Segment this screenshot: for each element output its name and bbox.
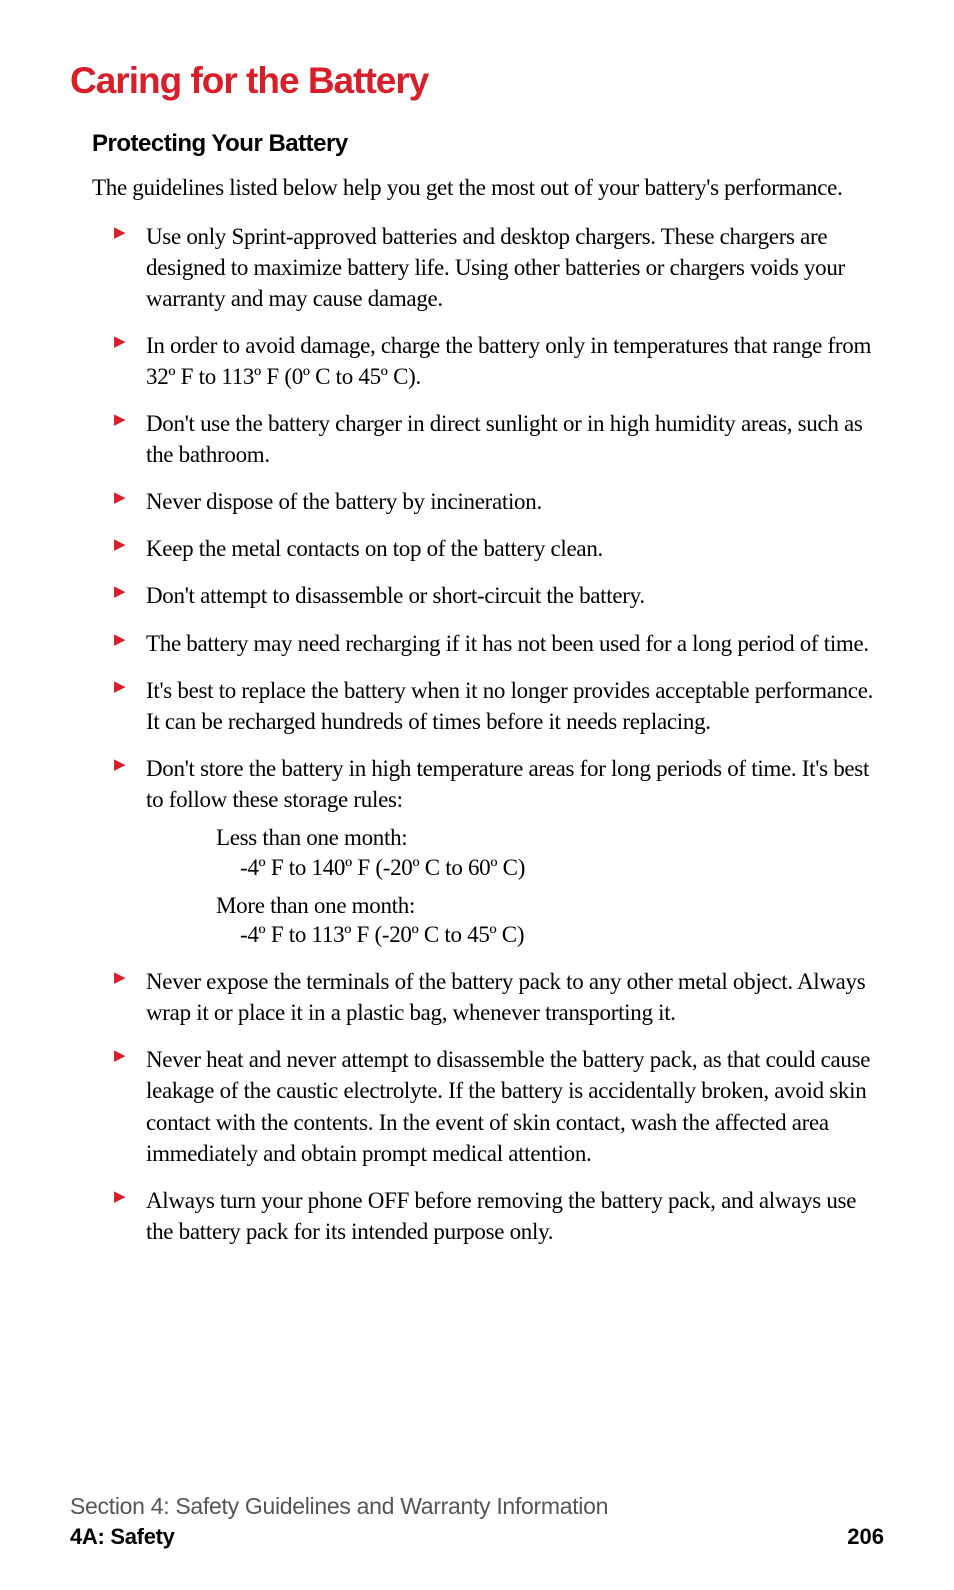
storage-rule-temp: -4º F to 113º F (-20º C to 45º C) [240,920,884,950]
footer-sub-label: 4A: Safety [70,1524,175,1550]
list-item: Never heat and never attempt to disassem… [114,1044,884,1168]
footer-section-label: Section 4: Safety Guidelines and Warrant… [70,1493,884,1520]
list-item: In order to avoid damage, charge the bat… [114,330,884,392]
page-footer: Section 4: Safety Guidelines and Warrant… [70,1493,884,1550]
storage-rules: Less than one month: -4º F to 140º F (-2… [216,823,884,951]
list-item: The battery may need recharging if it ha… [114,628,884,659]
list-item: It's best to replace the battery when it… [114,675,884,737]
list-item: Use only Sprint-approved batteries and d… [114,221,884,314]
intro-paragraph: The guidelines listed below help you get… [92,172,884,203]
list-item: Keep the metal contacts on top of the ba… [114,533,884,564]
list-item: Don't use the battery charger in direct … [114,408,884,470]
storage-rule-label: Less than one month: [216,823,884,853]
list-item: Don't attempt to disassemble or short-ci… [114,580,884,611]
list-item: Don't store the battery in high temperat… [114,753,884,951]
list-item-text: Don't store the battery in high temperat… [146,756,869,812]
storage-rule-label: More than one month: [216,891,884,921]
storage-rule-temp: -4º F to 140º F (-20º C to 60º C) [240,853,884,883]
list-item: Always turn your phone OFF before removi… [114,1185,884,1247]
guidelines-list: Use only Sprint-approved batteries and d… [114,221,884,1247]
main-title: Caring for the Battery [70,60,884,102]
sub-title: Protecting Your Battery [92,130,884,158]
page-number: 206 [847,1524,884,1550]
list-item: Never dispose of the battery by incinera… [114,486,884,517]
list-item: Never expose the terminals of the batter… [114,966,884,1028]
